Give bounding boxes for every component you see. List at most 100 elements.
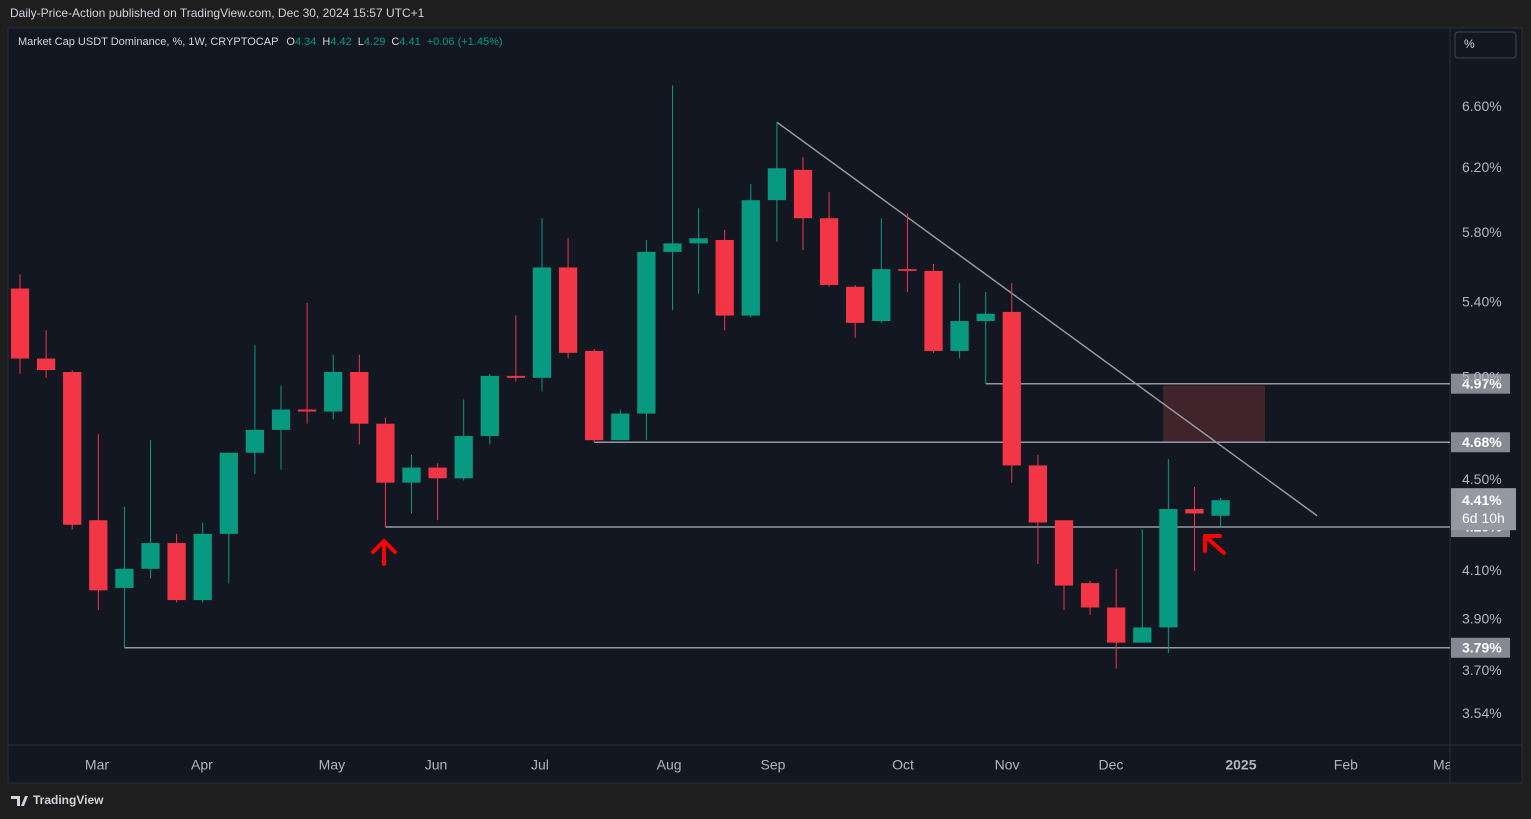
y-tick-label: 6.60% — [1462, 98, 1502, 114]
overlay: 4.97%4.68%4.29%3.79%4.41%6d 10h — [1451, 373, 1516, 658]
candle-body — [846, 286, 865, 323]
price-label-box — [1451, 637, 1510, 658]
price-label: 4.68% — [1462, 434, 1502, 450]
candle-body — [558, 267, 578, 353]
legend-ohlc-value: 4.34 — [295, 36, 316, 48]
last-price-label: 4.41% — [1462, 492, 1502, 508]
candle-body — [271, 409, 291, 430]
candle-body — [1159, 509, 1178, 628]
chart-panel — [7, 27, 1523, 784]
candle-body — [1002, 311, 1021, 466]
candle-body — [10, 288, 30, 359]
candle-body — [663, 243, 682, 252]
candle-body — [1133, 627, 1152, 643]
legend-text: Market Cap USDT Dominance, %, 1W, CRYPTO… — [18, 36, 503, 48]
candle-body — [350, 371, 369, 424]
x-tick-label: Feb — [1334, 757, 1358, 773]
candle-body — [141, 543, 160, 569]
legend-ohlc-label: C — [391, 36, 399, 48]
plot-area — [10, 85, 1450, 669]
x-tick-label: Dec — [1099, 757, 1124, 773]
candle-body — [1211, 500, 1230, 516]
candle-body — [219, 452, 238, 534]
time-axis: Mar Apr May Jun Jul Aug Sep Oct Nov Dec 2025 Feb Mar — [85, 757, 1457, 773]
candle-body — [402, 467, 421, 483]
price-label: 4.97% — [1462, 375, 1502, 391]
countdown: 6d 10h — [1462, 510, 1505, 526]
candle-body — [193, 533, 212, 601]
candle-body — [376, 423, 395, 483]
y-tick-label: 5.80% — [1462, 224, 1502, 240]
x-tick-label: Jun — [425, 757, 448, 773]
x-tick-label: Mar — [1433, 757, 1457, 773]
candle-body — [741, 200, 760, 316]
candle-body — [1107, 607, 1126, 643]
candle-body — [480, 375, 499, 437]
x-tick-label: 2025 — [1225, 757, 1256, 773]
candle-body — [611, 413, 630, 441]
candle-body — [297, 409, 317, 412]
trendline — [776, 121, 1318, 517]
candle-body — [819, 218, 839, 285]
y-tick-label: 5.00% — [1462, 369, 1502, 385]
diagonal-arrow — [1203, 534, 1226, 555]
arrow-annotation — [371, 534, 1226, 566]
candle-body — [976, 313, 995, 322]
legend-ohlc-label: L — [358, 36, 364, 48]
price-label: 3.79% — [1462, 639, 1502, 655]
candle-body — [585, 350, 604, 441]
last-price-box — [1451, 488, 1516, 531]
candle-body — [63, 371, 82, 525]
y-tick-label: 6.20% — [1462, 159, 1502, 175]
legend-title: Market Cap USDT Dominance, %, 1W, CRYPTO… — [18, 36, 278, 48]
x-tick-label: Jul — [531, 757, 549, 773]
price-label-box — [1451, 432, 1510, 453]
legend-ohlc-label: H — [322, 36, 330, 48]
candle-body — [428, 467, 447, 479]
publisher: Daily-Price-Action published on TradingV… — [10, 6, 425, 20]
candle-body — [689, 238, 708, 244]
candle-body — [324, 371, 343, 412]
y-tick-label: 3.90% — [1462, 611, 1502, 627]
x-tick-label: Aug — [657, 757, 682, 773]
candle-body — [715, 239, 734, 316]
x-tick-label: Nov — [995, 757, 1020, 773]
legend-change: +0.06 (+1.45%) — [427, 36, 503, 48]
candle-body — [36, 358, 56, 371]
candle-body — [872, 269, 891, 322]
legend: Market Cap USDT Dominance, %, 1W, CRYPTO… — [18, 36, 503, 48]
candle-body — [950, 321, 969, 351]
candle-body — [532, 267, 552, 378]
x-tick-label: Mar — [85, 757, 109, 773]
footer-bar — [0, 784, 1531, 819]
x-tick-label: Sep — [761, 757, 786, 773]
resistance-zone — [1163, 385, 1265, 443]
candle-body — [793, 169, 813, 219]
y-tick-label: 4.50% — [1462, 471, 1502, 487]
legend-ohlc-label: O — [286, 36, 295, 48]
y-tick-label: 4.10% — [1462, 562, 1502, 578]
y-tick-label: 3.70% — [1462, 662, 1502, 678]
candle-body — [454, 436, 473, 479]
candle-body — [115, 568, 134, 588]
price-label-box — [1451, 373, 1510, 394]
candle-body — [506, 375, 526, 378]
candle-body — [1028, 465, 1048, 523]
footer: TradingView — [33, 793, 104, 807]
up-arrow — [371, 539, 397, 566]
legend-ohlc-value: 4.41 — [399, 36, 420, 48]
candle-body — [89, 520, 108, 591]
unit-button[interactable] — [1454, 31, 1517, 59]
y-tick-label: 5.40% — [1462, 294, 1502, 310]
candle-body — [1054, 520, 1074, 586]
legend-ohlc-value: 4.42 — [330, 36, 351, 48]
candle-body — [924, 270, 943, 351]
legend-ohlc-value: 4.29 — [364, 36, 385, 48]
candle-body — [1185, 509, 1204, 514]
candle-body — [167, 543, 186, 601]
candle-body — [245, 429, 265, 453]
candle-body — [767, 168, 787, 201]
unit-button-label[interactable]: % — [1464, 37, 1475, 51]
